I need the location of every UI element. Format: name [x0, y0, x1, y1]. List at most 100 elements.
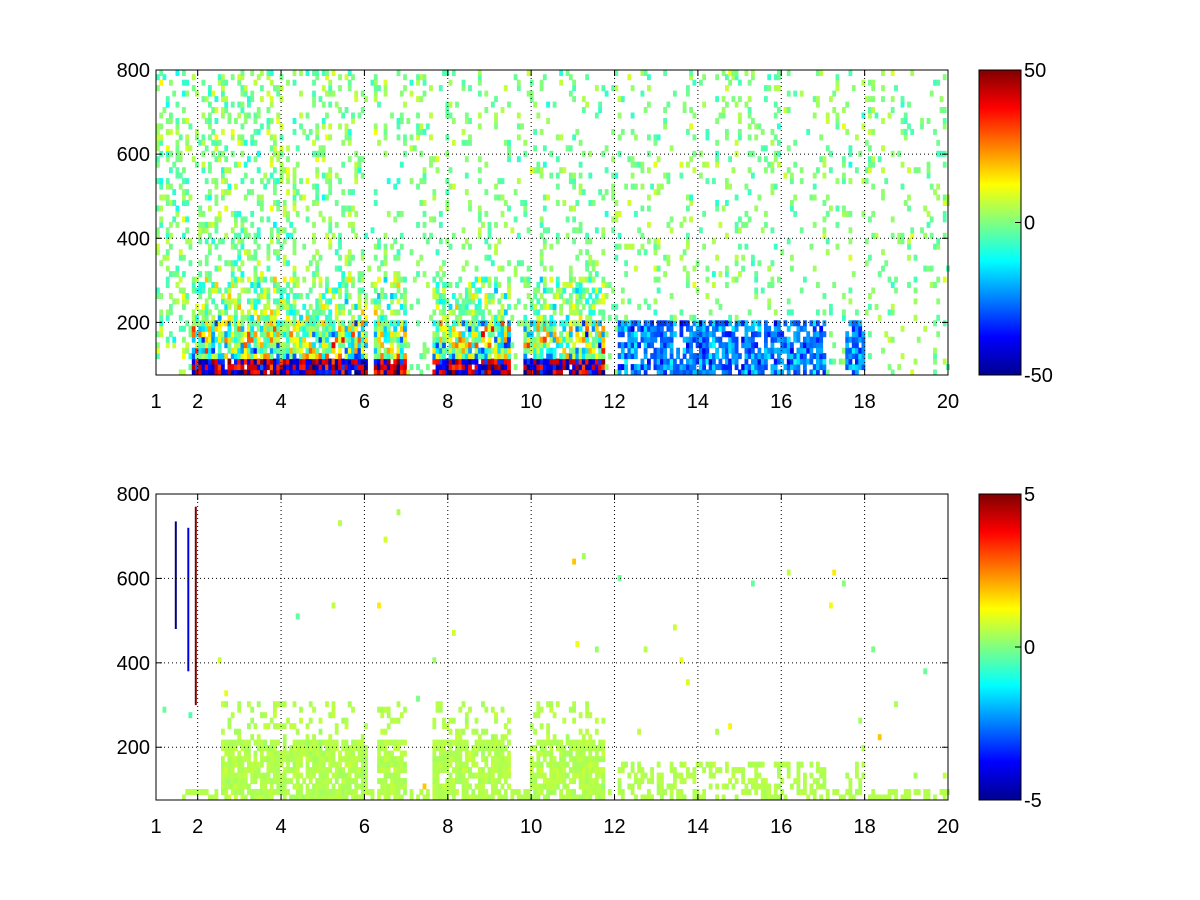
- heatmap-top-cell: [399, 353, 404, 360]
- heatmap-bottom-cell: [477, 739, 482, 746]
- heatmap-top-cell: [594, 85, 599, 92]
- heatmap-top-cell: [289, 331, 294, 338]
- heatmap-top-cell: [344, 287, 349, 294]
- heatmap-top-cell: [169, 118, 173, 124]
- heatmap-top-cell: [383, 243, 388, 250]
- heatmap-top-cell: [429, 85, 433, 92]
- heatmap-top-cell: [497, 331, 502, 338]
- heatmap-top-cell: [247, 353, 251, 360]
- heatmap-top-cell: [302, 243, 307, 250]
- heatmap-top-cell: [542, 369, 547, 376]
- heatmap-bottom-cell: [347, 756, 352, 763]
- heatmap-top-cell: [812, 172, 817, 179]
- heatmap-top-cell: [312, 79, 316, 86]
- heatmap-bottom-cell: [302, 739, 307, 746]
- heatmap-bottom-cell: [234, 739, 238, 746]
- heatmap-top-cell: [757, 331, 762, 338]
- heatmap-top-cell: [273, 287, 277, 294]
- heatmap-top-cell: [159, 331, 164, 338]
- heatmap-top-cell: [234, 276, 238, 283]
- heatmap-top-cell: [373, 320, 378, 327]
- heatmap-top-cell: [656, 265, 661, 272]
- heatmap-top-cell: [315, 156, 320, 163]
- heatmap-top-cell: [468, 320, 472, 327]
- heatmap-top-cell: [656, 134, 661, 141]
- heatmap-top-cell: [585, 314, 589, 321]
- heatmap-bottom-cell: [432, 745, 437, 752]
- heatmap-top-cell: [253, 320, 258, 327]
- heatmap-top-cell: [741, 369, 745, 376]
- heatmap-top-cell: [848, 254, 853, 261]
- heatmap-top-cell: [419, 128, 424, 135]
- heatmap-bottom-cell: [656, 778, 661, 785]
- heatmap-top-cell: [926, 210, 931, 217]
- heatmap-top-cell: [347, 364, 352, 371]
- heatmap-top-cell: [536, 320, 541, 327]
- heatmap-bottom-cell: [295, 728, 300, 735]
- heatmap-top-cell: [315, 347, 320, 354]
- heatmap-top-cell: [227, 167, 232, 174]
- heatmap-top-cell: [347, 79, 352, 86]
- heatmap-top-cell: [383, 79, 388, 86]
- heatmap-top-cell: [204, 320, 209, 327]
- heatmap-top-cell: [247, 298, 251, 305]
- heatmap-top-cell: [549, 172, 554, 179]
- heatmap-top-cell: [266, 320, 271, 327]
- heatmap-top-cell: [393, 183, 398, 190]
- heatmap-bottom-cell: [536, 772, 541, 779]
- heatmap-top-cell: [845, 101, 850, 108]
- heatmap-top-cell: [328, 216, 333, 223]
- heatmap-top-cell: [312, 96, 316, 103]
- heatmap-top-cell: [208, 331, 212, 338]
- heatmap-top-cell: [689, 123, 693, 130]
- heatmap-top-cell: [243, 194, 248, 201]
- heatmap-top-cell: [416, 364, 420, 371]
- heatmap-top-cell: [188, 238, 193, 245]
- heatmap-top-cell: [370, 298, 375, 305]
- heatmap-top-cell: [536, 161, 541, 168]
- heatmap-bottom-cell: [507, 756, 511, 763]
- heatmap-top-cell: [936, 298, 941, 305]
- heatmap-top-cell: [757, 353, 762, 360]
- heatmap-top-cell: [855, 347, 859, 354]
- heatmap-top-cell: [913, 276, 918, 283]
- heatmap-top-cell: [715, 200, 719, 206]
- heatmap-bottom-cell: [305, 734, 310, 741]
- heatmap-top-cell: [728, 331, 732, 338]
- heatmap-top-cell: [503, 331, 508, 338]
- heatmap-top-cell: [848, 178, 853, 185]
- heatmap-top-cell: [689, 347, 693, 354]
- heatmap-top-cell: [299, 314, 303, 321]
- heatmap-top-cell: [832, 107, 837, 113]
- heatmap-top-cell: [256, 243, 261, 250]
- heatmap-top-cell: [933, 347, 937, 354]
- heatmap-top-cell: [315, 314, 320, 321]
- heatmap-top-cell: [913, 254, 918, 261]
- heatmap-bottom-cell: [481, 794, 485, 801]
- heatmap-top-cell: [224, 189, 229, 196]
- heatmap-top-cell: [256, 128, 261, 135]
- heatmap-bottom-cell: [578, 739, 583, 746]
- heatmap-top-cell: [286, 156, 290, 163]
- heatmap-top-cell: [331, 364, 336, 371]
- heatmap-bottom-cell: [328, 789, 333, 795]
- heatmap-top-cell: [699, 364, 703, 371]
- heatmap-bottom-cell: [328, 794, 333, 801]
- heatmap-top-cell: [721, 364, 726, 371]
- heatmap-top-cell: [240, 178, 245, 185]
- heatmap-top-cell: [715, 353, 719, 360]
- heatmap-bottom-cell: [490, 778, 495, 785]
- heatmap-top-cell: [897, 150, 902, 157]
- heatmap-top-cell: [386, 320, 391, 327]
- heatmap-top-cell: [858, 320, 863, 327]
- heatmap-top-cell: [182, 79, 186, 86]
- heatmap-top-cell: [682, 336, 687, 343]
- heatmap-top-cell: [214, 183, 219, 190]
- heatmap-top-cell: [731, 167, 736, 174]
- heatmap-bottom-cell: [360, 789, 365, 795]
- heatmap-top-cell: [848, 358, 853, 365]
- heatmap-top-cell: [734, 314, 739, 321]
- heatmap-top-cell: [494, 364, 498, 371]
- heatmap-top-cell: [455, 353, 459, 360]
- heatmap-bottom-cell: [435, 778, 440, 785]
